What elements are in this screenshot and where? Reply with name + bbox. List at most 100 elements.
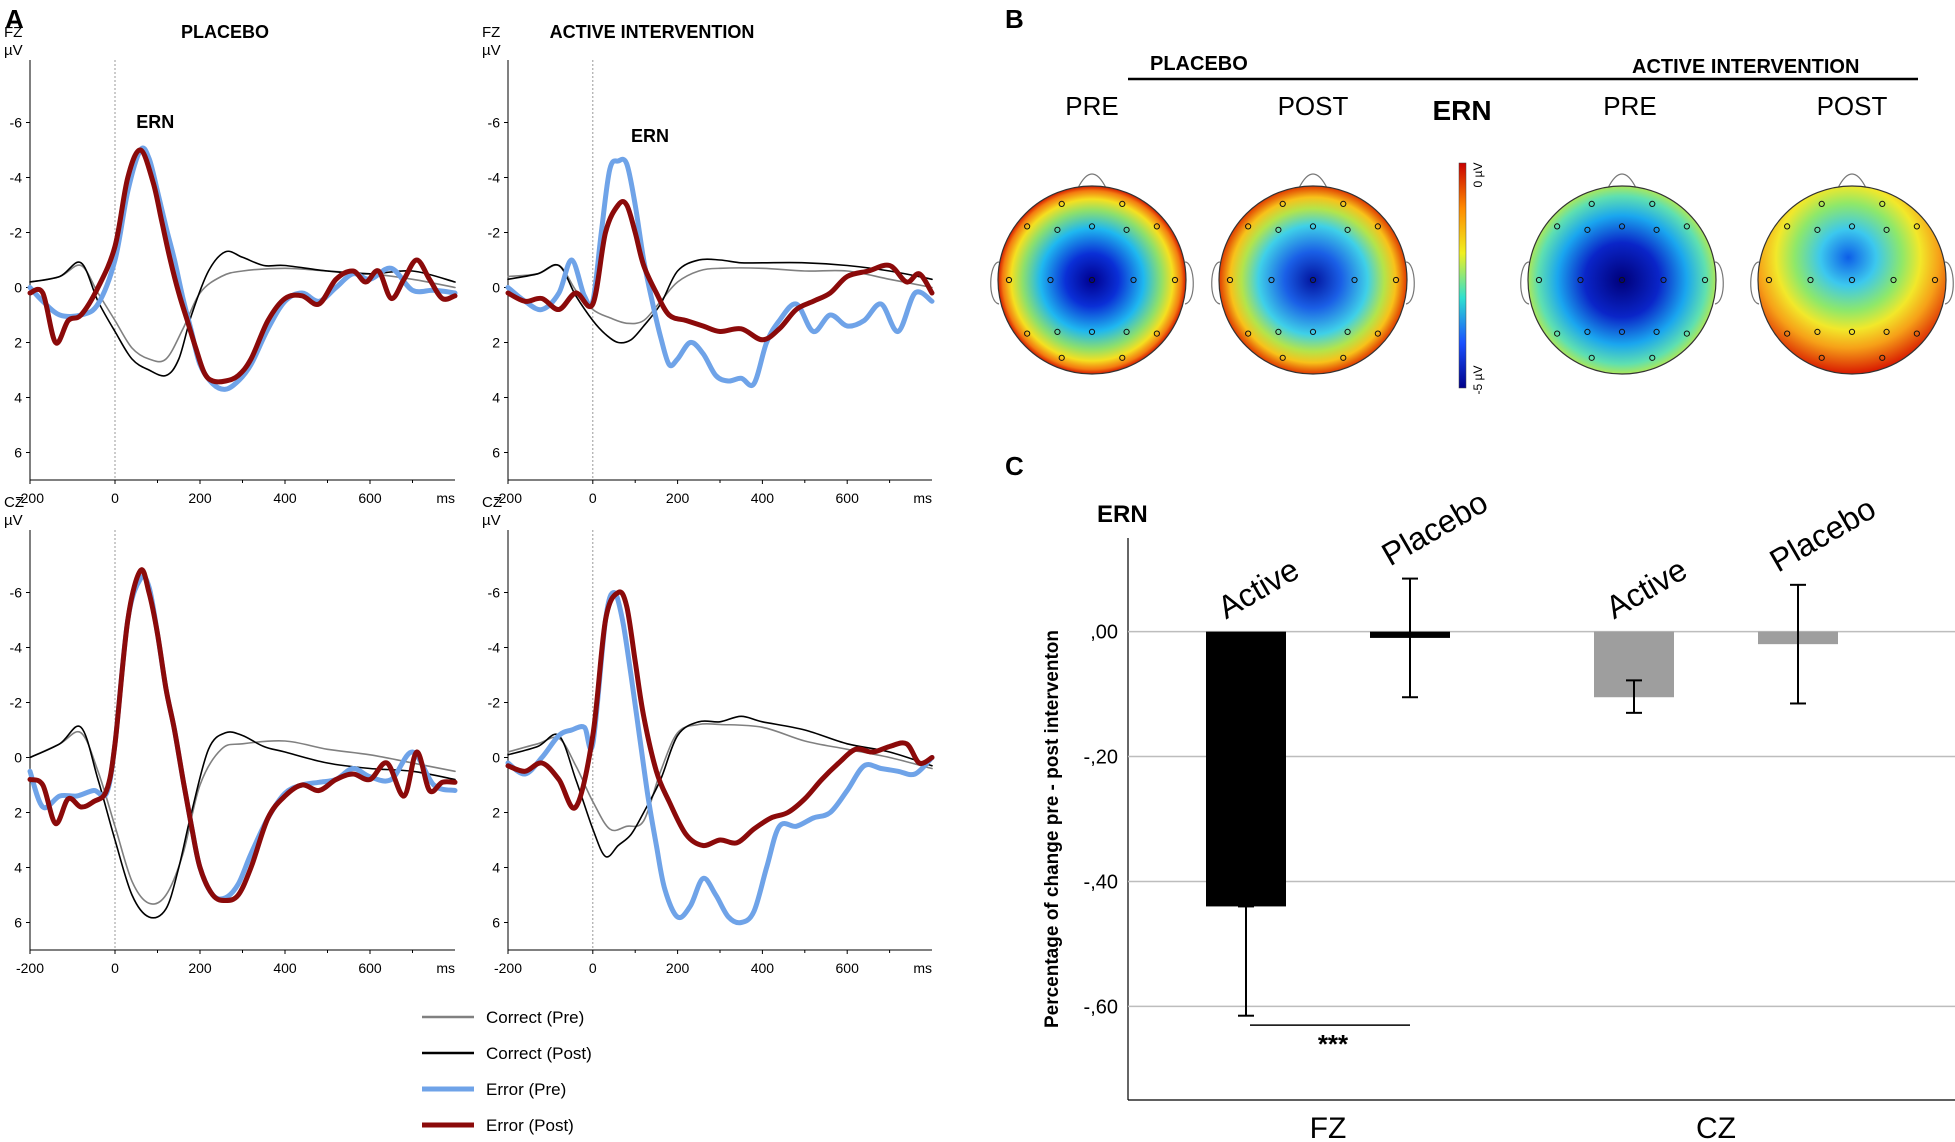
y-tick-label: -2 [488, 225, 501, 241]
bar-y-tick-label: ,00 [1090, 622, 1118, 644]
y-tick-label: -2 [10, 695, 23, 711]
x-tick-label: 600 [836, 490, 860, 506]
group-label: CZ [1696, 1112, 1736, 1142]
electrode-marker [1588, 200, 1595, 207]
x-tick-label: 0 [111, 960, 119, 976]
col-title-placebo: PLACEBO [181, 22, 269, 42]
electrode-label: FZ [482, 24, 500, 41]
bar-y-tick-label: -,40 [1084, 871, 1118, 893]
electrode-marker [1890, 276, 1897, 284]
electrode-marker [1088, 223, 1096, 230]
y-tick-label: 6 [14, 915, 22, 931]
y-tick-label: 4 [492, 860, 500, 876]
electrode-marker [1848, 328, 1856, 335]
electrode-marker [1130, 276, 1137, 284]
nose-outline [1298, 173, 1328, 189]
series-line [27, 567, 458, 903]
x-tick-label: 400 [273, 490, 297, 506]
nose-outline [1837, 173, 1867, 189]
electrode-marker [1309, 328, 1317, 335]
series-line [29, 730, 456, 905]
y-unit-label: µV [482, 512, 501, 529]
series-line [507, 715, 933, 858]
scalp-map [997, 185, 1187, 375]
topo-label-active-pre: PRE [1603, 91, 1656, 121]
y-tick-label: -6 [488, 585, 501, 601]
panel-c: C ERN ,00 -,20 -,40 -,60 Percentage of change… [1005, 451, 1955, 1142]
series-line [27, 573, 458, 902]
topomap-4 [1750, 173, 1954, 375]
y-tick-label: 0 [492, 750, 500, 766]
x-tick-label: 200 [188, 490, 212, 506]
x-tick-label: -200 [494, 490, 522, 506]
colorbar-bottom-label: -5 µV [1471, 366, 1485, 395]
electrode-marker [1279, 354, 1286, 361]
x-unit-label: ms [913, 960, 932, 976]
ear-right-outline [1405, 261, 1415, 305]
electrode-marker [1047, 276, 1054, 284]
topo-label-placebo-post: POST [1278, 91, 1349, 121]
x-tick-label: 400 [751, 960, 775, 976]
y-tick-label: 0 [14, 750, 22, 766]
y-tick-label: -6 [10, 585, 23, 601]
electrode-marker [1344, 226, 1351, 233]
x-tick-label: 400 [273, 960, 297, 976]
electrode-marker [1123, 328, 1130, 335]
colorbar-top-label: 0 µV [1471, 163, 1485, 188]
electrode-marker [1683, 330, 1690, 337]
electrode-label: CZ [4, 494, 24, 511]
legend-label: Error (Pre) [486, 1080, 566, 1099]
electrode-marker [1848, 276, 1856, 284]
electrode-marker [1818, 200, 1825, 207]
panel-b: B PLACEBO ACTIVE INTERVENTION PRE POST E… [990, 4, 1954, 395]
electrode-marker [1784, 223, 1791, 230]
x-tick-label: 0 [589, 960, 597, 976]
electrode-marker [1374, 330, 1381, 337]
electrode-marker [1340, 200, 1347, 207]
panel-label-b: B [1005, 4, 1024, 34]
electrode-marker [1649, 354, 1656, 361]
significance-marker: *** [1318, 1029, 1349, 1059]
series-line [505, 590, 935, 926]
bar-label: Active [1212, 551, 1305, 626]
col-title-active: ACTIVE INTERVENTION [550, 22, 755, 42]
electrode-marker [1245, 223, 1252, 230]
electrode-marker [1784, 330, 1791, 337]
topomap-2 [1211, 173, 1415, 375]
electrode-marker [1584, 226, 1591, 233]
x-tick-label: 200 [666, 960, 690, 976]
bar-label: Placebo [1764, 490, 1882, 579]
scalp-map [1757, 185, 1947, 375]
electrode-marker [1279, 200, 1286, 207]
electrode-marker [1392, 276, 1400, 284]
electrode-marker [1088, 328, 1096, 335]
electrode-marker [1123, 226, 1130, 233]
electrode-marker [1088, 276, 1096, 284]
series-line [27, 145, 458, 392]
y-tick-label: 0 [492, 280, 500, 296]
electrode-marker [1618, 276, 1626, 284]
electrode-marker [1577, 276, 1584, 284]
panel-label-c: C [1005, 451, 1024, 481]
electrode-marker [1660, 276, 1667, 284]
electrode-marker [1351, 276, 1358, 284]
electrode-marker [1618, 223, 1626, 230]
y-tick-label: 6 [492, 445, 500, 461]
y-tick-label: 2 [492, 335, 500, 351]
x-tick-label: 200 [666, 490, 690, 506]
ear-left-outline [1520, 261, 1530, 305]
series-line [505, 199, 935, 343]
bar-label: Active [1600, 551, 1693, 626]
panel-a: A PLACEBO ACTIVE INTERVENTIONFZµV-6-4-2024… [4, 4, 935, 976]
ear-right-outline [1714, 261, 1724, 305]
electrode-marker [1340, 354, 1347, 361]
topo-label-placebo-pre: PRE [1065, 91, 1118, 121]
bar [1206, 631, 1286, 907]
electrode-marker [1588, 354, 1595, 361]
x-tick-label: 600 [358, 490, 382, 506]
electrode-marker [1171, 276, 1179, 284]
electrode-marker [1848, 223, 1856, 230]
